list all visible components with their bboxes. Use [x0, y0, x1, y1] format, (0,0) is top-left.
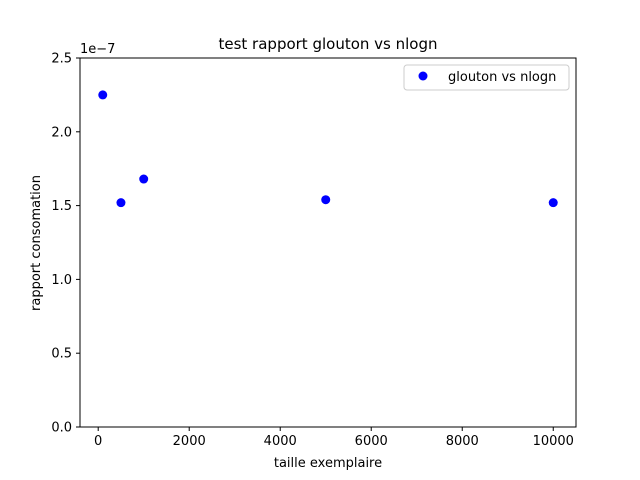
y-offset-label: 1e−7	[80, 42, 115, 57]
y-tick-label: 2.0	[51, 125, 72, 140]
legend-box	[403, 64, 570, 91]
x-tick-label: 8000	[446, 434, 479, 449]
legend-marker	[418, 71, 428, 81]
data-point	[548, 198, 558, 208]
series-points	[98, 90, 558, 208]
data-point	[116, 198, 126, 208]
legend: glouton vs nlogn	[403, 64, 570, 91]
y-tick-label: 1.0	[51, 273, 72, 288]
y-tick-label: 0.5	[51, 347, 72, 362]
x-axis: 0 2000 4000 6000 8000 10000	[94, 427, 574, 449]
plot-area	[79, 57, 577, 428]
x-tick-label: 10000	[533, 434, 574, 449]
y-tick-label: 0.0	[51, 421, 72, 436]
x-tick-label: 0	[94, 434, 102, 449]
data-point	[98, 90, 108, 100]
x-tick-label: 6000	[355, 434, 388, 449]
x-axis-label: taille exemplaire	[274, 456, 382, 471]
y-tick-label: 2.5	[51, 52, 72, 67]
chart-title: test rapport glouton vs nlogn	[218, 35, 437, 53]
y-tick-label: 1.5	[51, 199, 72, 214]
legend-label: glouton vs nlogn	[448, 70, 556, 85]
x-tick-label: 2000	[173, 434, 206, 449]
y-axis-label: rapport consomation	[29, 175, 44, 311]
data-point	[321, 195, 331, 205]
y-axis: 0.0 0.5 1.0 1.5 2.0 2.5	[51, 52, 80, 436]
x-tick-label: 4000	[264, 434, 297, 449]
data-point	[139, 174, 149, 184]
